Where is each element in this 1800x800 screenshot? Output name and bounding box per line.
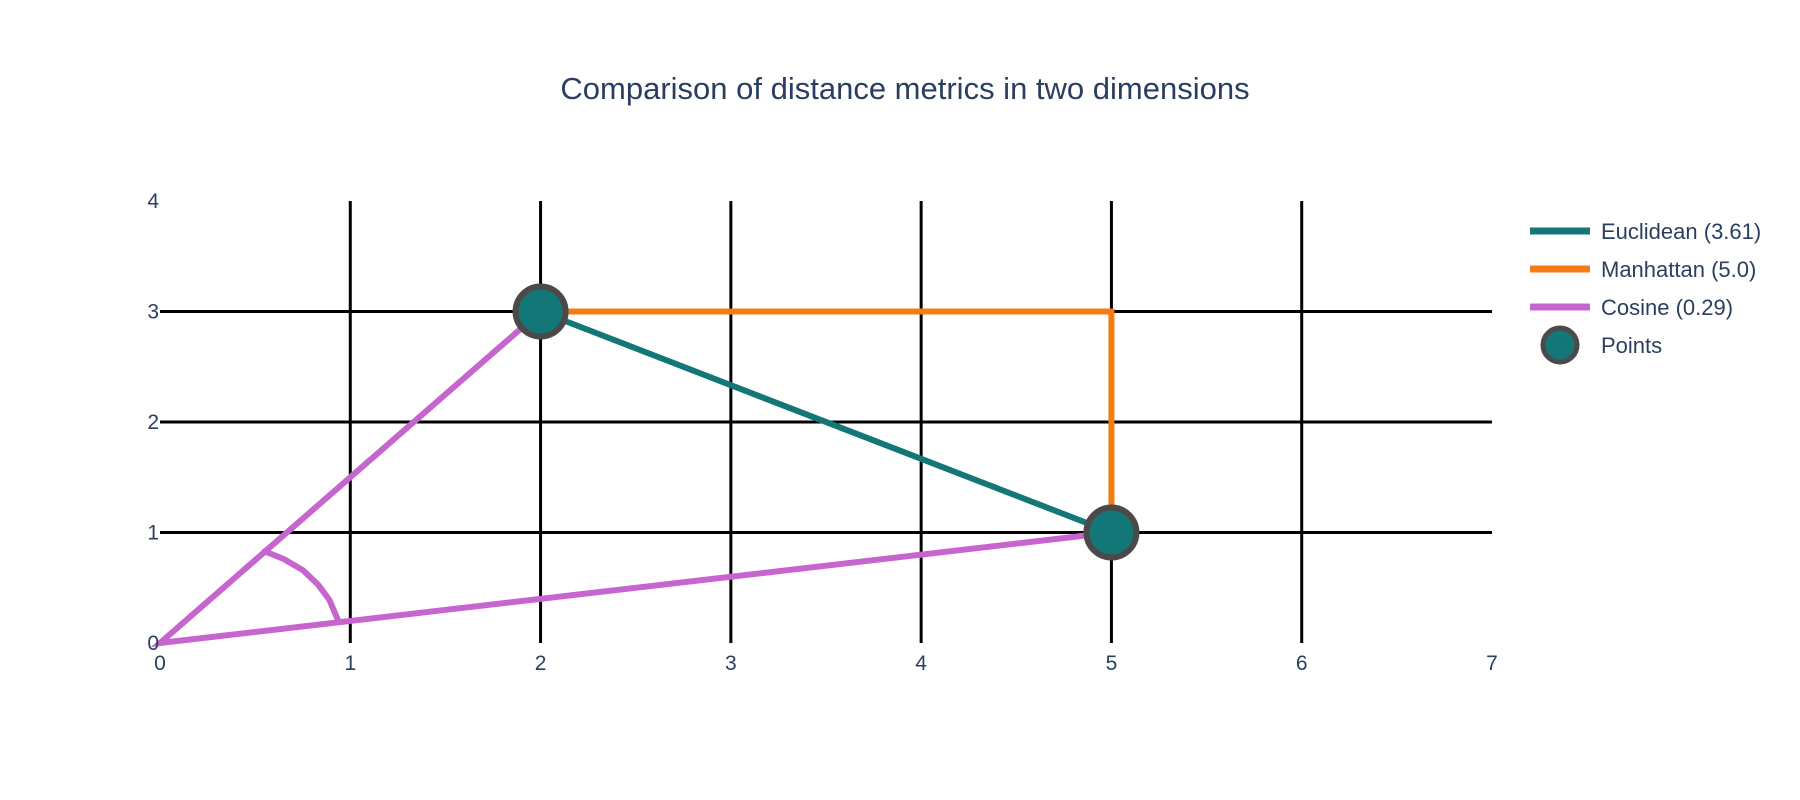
series-line-1	[540, 308, 1115, 533]
series-line-2	[150, 309, 1112, 648]
legend: Euclidean (3.61) Manhattan (5.0) Cosine (0…	[1530, 219, 1761, 365]
x-tick-label-1: 1	[344, 652, 356, 675]
y-tick-label-3: 3	[147, 301, 159, 324]
legend-label-1: Manhattan (5.0)	[1601, 257, 1756, 282]
y-tick-label-0: 0	[147, 632, 159, 655]
legend-swatch-3	[1540, 325, 1580, 365]
data-points	[512, 283, 1140, 561]
series-angle-arc-2	[261, 548, 342, 626]
x-tick-label-4: 4	[915, 652, 927, 675]
x-tick-label-0: 0	[154, 652, 166, 675]
y-tick-label-4: 4	[147, 190, 159, 213]
y-tick-label-1: 1	[147, 522, 159, 545]
y-tick-label-2: 2	[147, 411, 159, 434]
x-tick-label-6: 6	[1296, 652, 1308, 675]
legend-label-3: Points	[1601, 333, 1662, 358]
series	[150, 308, 1115, 648]
chart-title: Comparison of distance metrics in two di…	[560, 71, 1249, 106]
legend-label-2: Cosine (0.29)	[1601, 295, 1733, 320]
legend-label-0: Euclidean (3.61)	[1601, 219, 1761, 244]
data-point-1	[1083, 504, 1140, 561]
x-tick-label-5: 5	[1106, 652, 1118, 675]
x-tick-label-2: 2	[535, 652, 547, 675]
data-point-0	[512, 283, 569, 340]
x-tick-label-7: 7	[1486, 652, 1498, 675]
series-line-0	[539, 308, 1113, 536]
x-tick-label-3: 3	[725, 652, 737, 675]
axis-ticks: 0 1 2 3 4 5 6 7 0 1 2 3 4	[147, 190, 1498, 675]
